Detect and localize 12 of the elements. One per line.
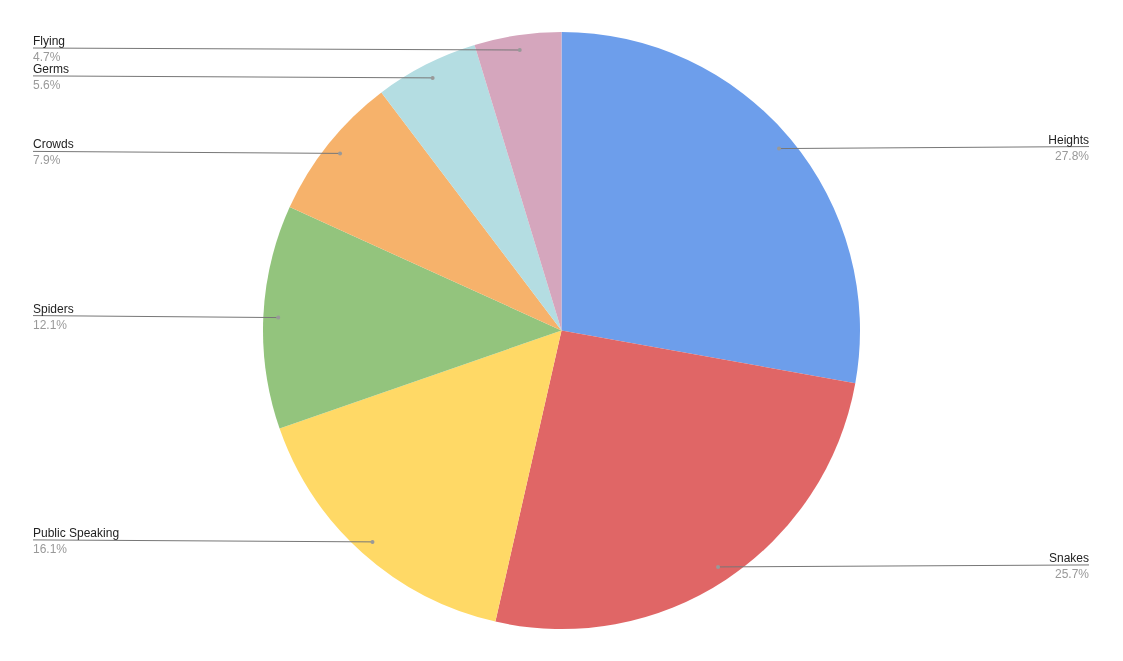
data-label: 25.7%: [1054, 566, 1090, 581]
data-label: 27.8%: [1054, 148, 1090, 163]
slice-label: Snakes: [1048, 550, 1089, 565]
slice-label: Flying: [33, 34, 66, 49]
data-label: 12.1%: [33, 317, 68, 332]
slice-label: Public Speaking: [33, 525, 120, 540]
data-label: 16.1%: [33, 541, 68, 556]
data-label: 7.9%: [33, 153, 61, 168]
data-label: 5.6%: [33, 77, 61, 92]
slice-label: Crowds: [33, 137, 74, 152]
slice-label: Spiders: [33, 301, 74, 316]
slice-label: Heights: [1048, 132, 1089, 147]
